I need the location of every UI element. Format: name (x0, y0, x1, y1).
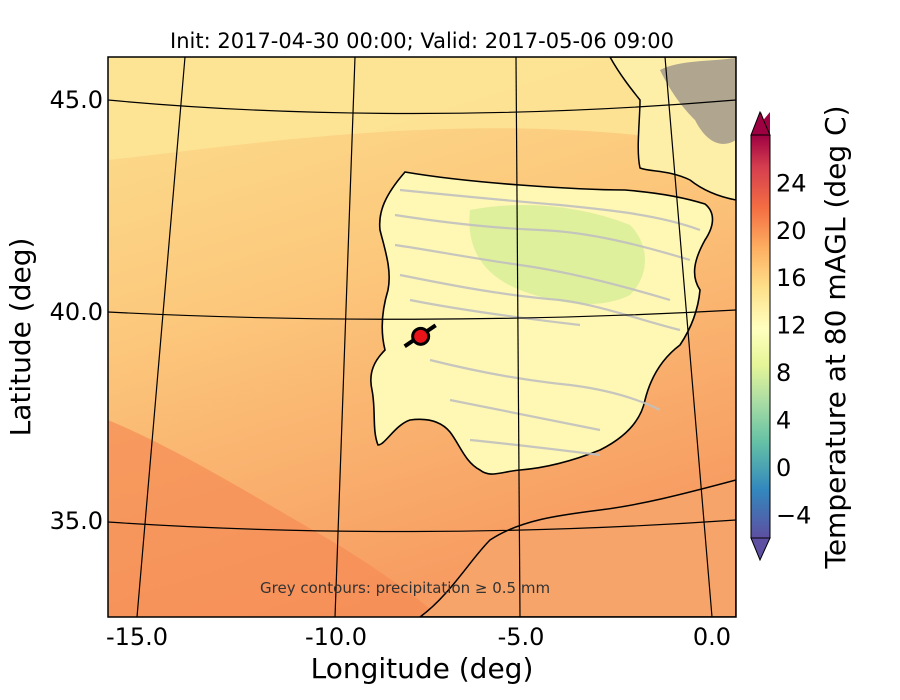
colorbar-tick-label: 4 (776, 406, 791, 434)
x-tick-label: -10.0 (305, 623, 367, 651)
north-africa-coast (418, 479, 736, 617)
colorbar-tick-label: −4 (776, 501, 811, 529)
colorbar-gradient (750, 134, 771, 539)
colorbar-tick-label: 12 (776, 312, 807, 340)
y-tick-label: 40.0 (50, 298, 103, 326)
southwest-warm-sea (108, 420, 440, 617)
site-marker-dot (411, 326, 431, 346)
colorbar-tick-label: 16 (776, 264, 807, 292)
precipitation-contours (394, 188, 701, 457)
y-tick-label: 35.0 (50, 507, 103, 535)
map-title: Init: 2017-04-30 00:00; Valid: 2017-05-0… (170, 29, 674, 53)
site-marker (403, 323, 437, 348)
y-axis-label: Latitude (deg) (4, 238, 37, 437)
y-tick-label: 45.0 (50, 86, 103, 114)
graticule (108, 57, 736, 617)
colorbar-tick-label: 24 (776, 169, 807, 197)
x-axis-label: Longitude (deg) (311, 652, 534, 685)
alps-terrain (660, 58, 736, 144)
x-tick-label: -5.0 (498, 623, 545, 651)
map-panel (108, 57, 736, 617)
central-plateau-cool (469, 205, 645, 305)
precipitation-note: Grey contours: precipitation ≥ 0.5 mm (260, 579, 550, 597)
x-tick-label: -15.0 (106, 623, 168, 651)
colorbar-tick-label: 8 (776, 359, 791, 387)
colorbar: 24 20 16 12 8 4 0 −4 Temperature at 80 mAGL (de… (750, 105, 852, 570)
colorbar-bottom-extension (750, 537, 771, 562)
colorbar-tick-label: 20 (776, 217, 807, 245)
x-tick-label: 0.0 (693, 623, 731, 651)
map-frame (107, 56, 737, 618)
colorbar-label: Temperature at 80 mAGL (deg C) (819, 105, 852, 569)
northern-sea-band (108, 57, 736, 160)
colorbar-tick-label: 0 (776, 454, 791, 482)
